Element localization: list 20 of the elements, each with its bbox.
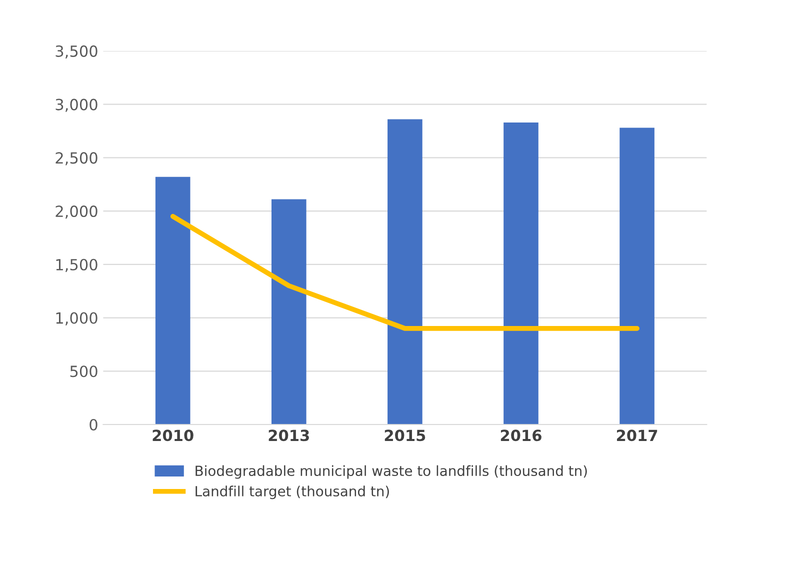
y-tick-label: 500 [70,366,98,378]
y-tick-label: 3,500 [56,45,98,59]
bar [388,119,422,424]
bar [271,199,306,424]
bar [504,122,538,424]
y-tick-label: 1,000 [56,312,98,326]
x-tick-label: 2017 [616,430,658,442]
bar [155,176,190,424]
y-tick-label: 0 [90,418,98,431]
bar [620,128,654,424]
x-tick-label: 2015 [384,430,426,442]
y-tick-label: 2,000 [56,206,98,219]
x-tick-label: 2013 [268,430,309,442]
legend-label: Landfill target (thousand tn) [196,486,389,500]
y-tick-label: 2,500 [56,152,98,166]
y-tick-label: 3,000 [56,98,98,112]
y-tick-label: 1,500 [56,258,98,272]
x-tick-label: 2016 [500,430,542,442]
x-tick-label: 2010 [152,430,194,442]
legend-label: Biodegradable municipal waste to landfills (thousand tn) [196,465,587,479]
